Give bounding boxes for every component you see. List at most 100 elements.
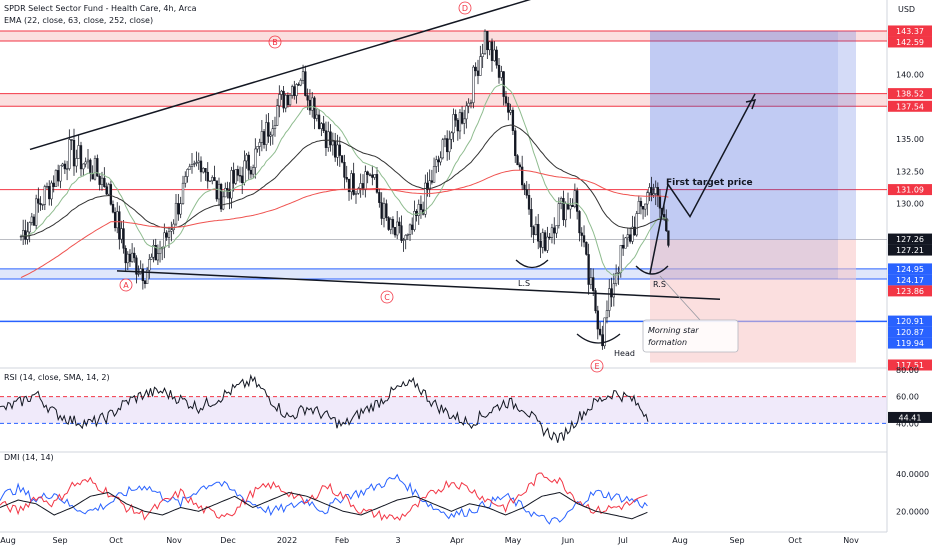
- time-tick: Feb: [335, 536, 349, 545]
- candle: [550, 227, 554, 238]
- rsi-value-box: [888, 411, 932, 423]
- candle: [139, 268, 142, 274]
- candle: [635, 213, 638, 236]
- time-tick: Aug: [672, 536, 688, 545]
- price-label: 138.52: [896, 90, 924, 99]
- candle: [145, 269, 149, 284]
- candle: [213, 177, 216, 182]
- candle: [167, 230, 171, 238]
- candle: [633, 226, 636, 236]
- candle: [441, 139, 444, 159]
- candle: [269, 134, 272, 137]
- candle: [39, 203, 42, 205]
- candle: [195, 162, 198, 164]
- candles: [19, 29, 670, 350]
- candle: [667, 230, 670, 246]
- time-tick: 3: [395, 536, 400, 545]
- candle: [340, 155, 344, 163]
- candle: [502, 71, 505, 97]
- candle: [617, 272, 620, 274]
- price-label: 124.17: [896, 276, 924, 285]
- candle: [262, 131, 266, 145]
- candle: [331, 141, 335, 146]
- target-label: First target price: [666, 178, 753, 188]
- candle: [273, 125, 277, 129]
- candle: [382, 203, 386, 219]
- candle: [411, 224, 414, 230]
- candle: [163, 232, 166, 248]
- candle: [523, 184, 526, 190]
- candle: [84, 161, 87, 165]
- candle: [107, 184, 110, 195]
- lower-trendline: [116, 270, 721, 301]
- candle: [378, 192, 381, 203]
- candle: [534, 224, 538, 235]
- candle: [133, 252, 136, 259]
- candle: [610, 288, 613, 298]
- candle: [629, 234, 632, 242]
- candle: [86, 159, 90, 163]
- candle: [301, 71, 305, 81]
- candle: [177, 202, 180, 215]
- candle: [612, 283, 615, 298]
- candle: [619, 244, 622, 273]
- candle: [324, 130, 328, 148]
- candle: [400, 225, 403, 241]
- candle: [179, 203, 182, 215]
- candle: [578, 211, 581, 234]
- candle: [601, 334, 604, 347]
- candle: [193, 163, 196, 165]
- candle: [128, 253, 132, 262]
- candle: [245, 154, 248, 162]
- candle: [52, 182, 55, 187]
- left-shoulder-arc: [515, 259, 549, 269]
- candle: [539, 240, 542, 248]
- candle: [154, 245, 157, 261]
- time-tick: Nov: [166, 536, 182, 545]
- time-tick: Oct: [109, 536, 123, 545]
- price-label-box: [888, 337, 932, 349]
- candle: [564, 203, 567, 221]
- candle: [589, 277, 593, 285]
- candle: [398, 221, 401, 226]
- candle: [197, 160, 200, 163]
- candle: [415, 211, 418, 216]
- candle: [320, 123, 323, 129]
- candle: [366, 171, 369, 175]
- target-box-inner: [650, 30, 838, 279]
- candle: [280, 90, 283, 95]
- time-tick: May: [505, 536, 522, 545]
- price-tick: 135.00: [896, 135, 924, 144]
- price-label: 124.95: [896, 265, 924, 274]
- candle: [329, 131, 332, 146]
- candle: [238, 175, 242, 177]
- candle: [35, 198, 38, 226]
- pivot-label: B: [272, 38, 278, 47]
- resistance-zone-top: [0, 30, 887, 42]
- candle: [458, 112, 462, 132]
- right-shoulder-label: R.S: [653, 280, 666, 289]
- candle: [543, 232, 547, 251]
- candle: [226, 188, 229, 191]
- candle: [295, 84, 298, 96]
- candle: [626, 234, 629, 239]
- candle: [306, 95, 309, 101]
- candle: [334, 141, 337, 158]
- candle: [93, 158, 97, 180]
- candle: [254, 148, 257, 168]
- candle: [41, 204, 44, 206]
- candle: [652, 193, 655, 196]
- price-label-box: [888, 36, 932, 48]
- support-zone: [0, 268, 887, 279]
- time-tick: Sep: [52, 536, 67, 545]
- time-tick: Sep: [729, 536, 744, 545]
- candle: [497, 64, 501, 78]
- candle: [454, 114, 457, 121]
- candle: [202, 168, 205, 173]
- candle: [288, 95, 292, 106]
- price-tick: 130.00: [896, 200, 924, 209]
- upper-trendline: [29, 0, 531, 151]
- candle: [75, 158, 78, 167]
- currency-label: USD: [898, 5, 915, 14]
